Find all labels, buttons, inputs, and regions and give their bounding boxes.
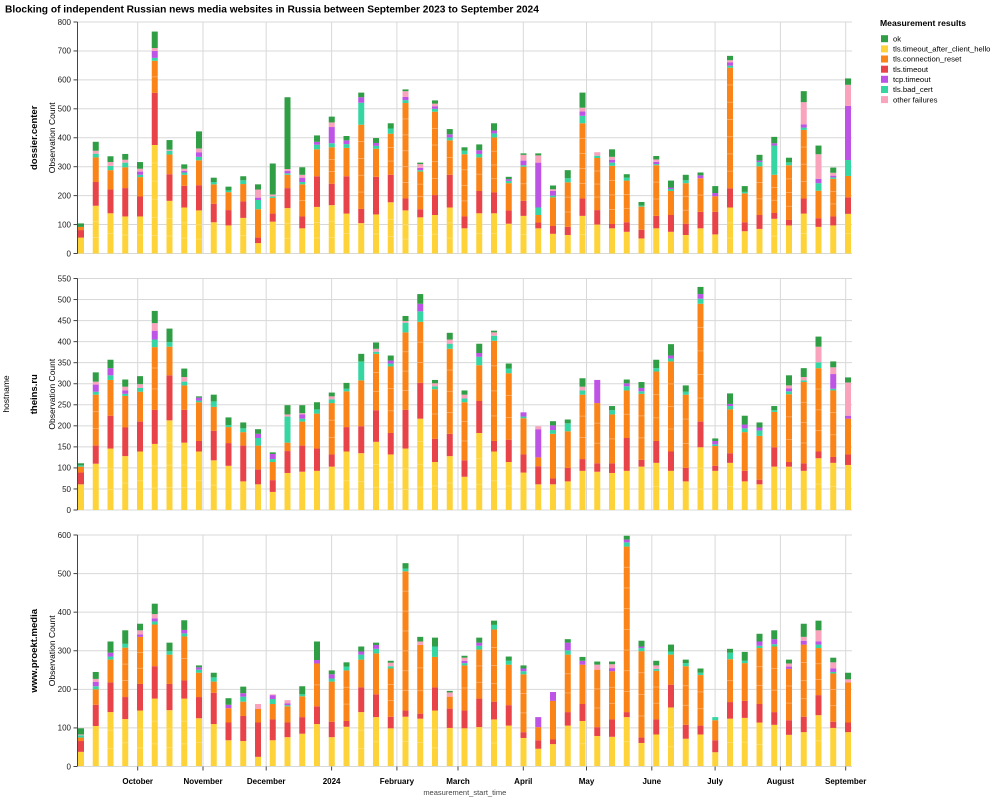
svg-text:Observation Count: Observation Count [47,358,57,430]
svg-text:April: April [514,777,532,786]
svg-text:May: May [579,777,595,786]
svg-text:dossier.center: dossier.center [29,105,40,170]
svg-text:100: 100 [58,724,72,733]
svg-text:450: 450 [58,316,72,325]
svg-text:200: 200 [58,422,72,431]
svg-text:300: 300 [58,380,72,389]
svg-text:0: 0 [67,506,72,515]
svg-text:Observation Count: Observation Count [47,615,57,687]
svg-text:300: 300 [58,162,72,171]
svg-text:400: 400 [58,134,72,143]
svg-text:November: November [183,777,222,786]
svg-text:Blocking of independent Russia: Blocking of independent Russian news med… [5,5,539,16]
svg-text:Observation Count: Observation Count [47,102,57,174]
svg-text:600: 600 [58,531,72,540]
svg-text:500: 500 [58,295,72,304]
svg-text:Measurement results: Measurement results [880,18,966,28]
svg-text:September: September [825,777,866,786]
svg-text:ok: ok [893,34,901,43]
svg-text:150: 150 [58,443,72,452]
svg-text:0: 0 [67,762,72,771]
svg-text:200: 200 [58,191,72,200]
svg-text:2024: 2024 [323,777,341,786]
svg-text:50: 50 [62,485,71,494]
svg-text:June: June [642,777,661,786]
svg-text:200: 200 [58,685,72,694]
svg-text:100: 100 [58,464,72,473]
svg-text:100: 100 [58,220,72,229]
svg-text:800: 800 [58,18,72,27]
svg-text:tls.timeout_after_client_hello: tls.timeout_after_client_hello [893,45,990,54]
svg-text:tcp.timeout: tcp.timeout [893,75,931,84]
svg-text:tls.timeout: tls.timeout [893,65,929,74]
svg-text:hostname: hostname [1,375,11,413]
svg-text:August: August [767,777,795,786]
svg-text:measurement_start_time: measurement_start_time [423,788,506,797]
svg-text:500: 500 [58,569,72,578]
svg-text:500: 500 [58,105,72,114]
svg-text:July: July [707,777,724,786]
svg-text:December: December [247,777,286,786]
svg-text:tls.connection_reset: tls.connection_reset [893,55,962,64]
svg-text:0: 0 [67,249,72,258]
svg-text:700: 700 [58,47,72,56]
svg-text:other failures: other failures [893,95,938,104]
svg-text:theins.ru: theins.ru [29,374,40,414]
svg-text:400: 400 [58,608,72,617]
svg-text:October: October [122,777,153,786]
svg-text:300: 300 [58,647,72,656]
svg-text:tls.bad_cert: tls.bad_cert [893,85,934,94]
svg-text:600: 600 [58,76,72,85]
svg-text:March: March [446,777,470,786]
svg-text:350: 350 [58,358,72,367]
svg-text:550: 550 [58,274,72,283]
svg-text:400: 400 [58,337,72,346]
svg-text:February: February [380,777,415,786]
svg-text:250: 250 [58,401,72,410]
svg-text:www.proekt.media: www.proekt.media [29,608,40,693]
